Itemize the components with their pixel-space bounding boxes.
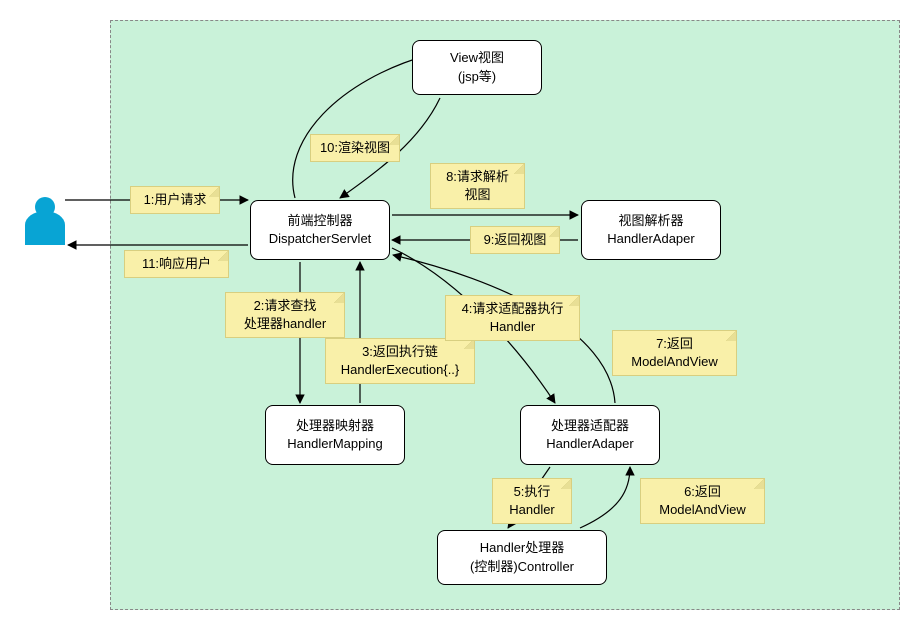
node-controller-line2: (控制器)Controller bbox=[470, 558, 574, 576]
diagram-canvas: View视图 (jsp等) 前端控制器 DispatcherServlet 视图… bbox=[0, 0, 921, 623]
node-adapter-line2: HandlerAdaper bbox=[546, 435, 633, 453]
node-mapping-line1: 处理器映射器 bbox=[296, 417, 374, 435]
note-6: 6:返回 ModelAndView bbox=[640, 478, 765, 524]
note-9: 9:返回视图 bbox=[470, 226, 560, 254]
note-3: 3:返回执行链 HandlerExecution{..} bbox=[325, 338, 475, 384]
node-resolver-line1: 视图解析器 bbox=[618, 212, 683, 230]
note-11: 11:响应用户 bbox=[124, 250, 229, 278]
actor-icon bbox=[20, 195, 70, 270]
node-resolver: 视图解析器 HandlerAdaper bbox=[581, 200, 721, 260]
node-adapter-line1: 处理器适配器 bbox=[551, 417, 629, 435]
note-8: 8:请求解析 视图 bbox=[430, 163, 525, 209]
note-2: 2:请求查找 处理器handler bbox=[225, 292, 345, 338]
note-5: 5:执行 Handler bbox=[492, 478, 572, 524]
node-adapter: 处理器适配器 HandlerAdaper bbox=[520, 405, 660, 465]
node-controller: Handler处理器 (控制器)Controller bbox=[437, 530, 607, 585]
note-4: 4:请求适配器执行 Handler bbox=[445, 295, 580, 341]
node-mapping-line2: HandlerMapping bbox=[287, 435, 382, 453]
note-7: 7:返回 ModelAndView bbox=[612, 330, 737, 376]
node-view-line1: View视图 bbox=[450, 49, 504, 67]
node-controller-line1: Handler处理器 bbox=[480, 539, 565, 557]
node-mapping: 处理器映射器 HandlerMapping bbox=[265, 405, 405, 465]
node-resolver-line2: HandlerAdaper bbox=[607, 230, 694, 248]
node-dispatcher-line1: 前端控制器 bbox=[287, 212, 352, 230]
node-dispatcher: 前端控制器 DispatcherServlet bbox=[250, 200, 390, 260]
node-dispatcher-line2: DispatcherServlet bbox=[269, 230, 372, 248]
note-1: 1:用户请求 bbox=[130, 186, 220, 214]
node-view: View视图 (jsp等) bbox=[412, 40, 542, 95]
node-view-line2: (jsp等) bbox=[458, 68, 496, 86]
note-10: 10:渲染视图 bbox=[310, 134, 400, 162]
